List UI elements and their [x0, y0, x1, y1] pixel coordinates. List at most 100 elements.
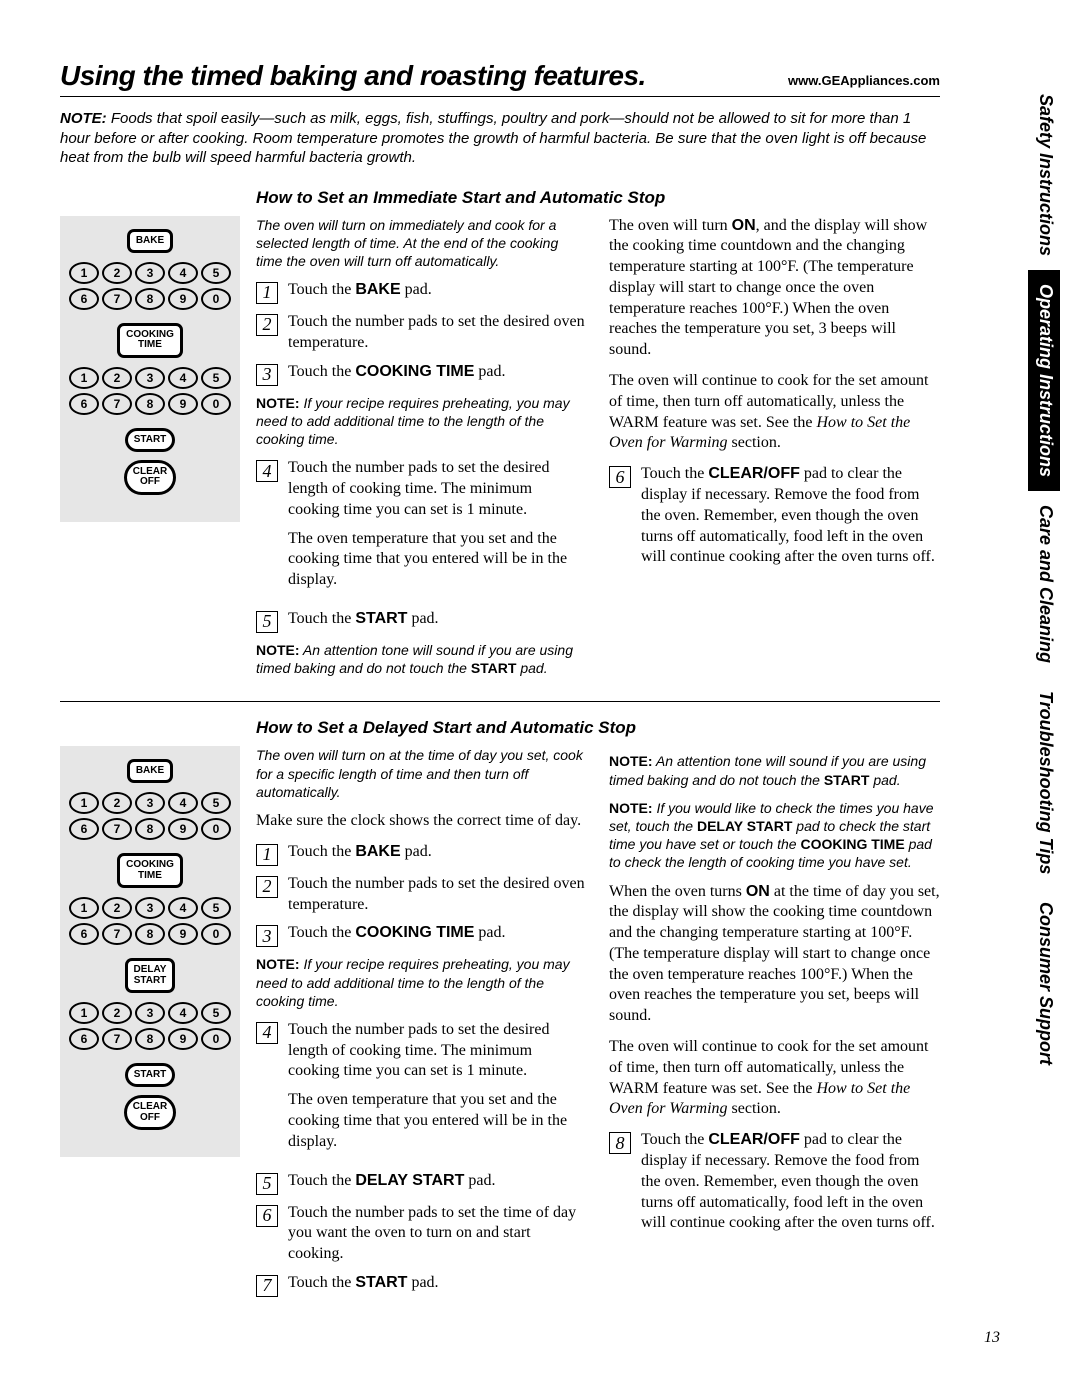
- section-intro: The oven will turn on at the time of day…: [256, 746, 587, 801]
- num-7-button: 7: [102, 288, 132, 310]
- num-1-button: 1: [69, 367, 99, 389]
- step-text: Touch the BAKE pad.: [288, 842, 587, 866]
- step-text: Touch the CLEAR/OFF pad to clear the dis…: [641, 464, 940, 568]
- num-button: 2: [102, 1002, 132, 1024]
- cooking-time-button: COOKING TIME: [118, 324, 182, 357]
- num-button: 6: [69, 818, 99, 840]
- step-number-icon: 1: [256, 844, 278, 866]
- note-text: Foods that spoil easily—such as milk, eg…: [60, 110, 926, 166]
- step-text: Touch the number pads to set the desired…: [288, 312, 587, 354]
- num-button: 8: [135, 1028, 165, 1050]
- step-number-icon: 3: [256, 364, 278, 386]
- step-text: Touch the number pads to set the desired…: [288, 458, 587, 601]
- top-note: NOTE: Foods that spoil easily—such as mi…: [60, 109, 940, 168]
- section-content: How to Set a Delayed Start and Automatic…: [256, 718, 940, 1305]
- num-button: 9: [168, 1028, 198, 1050]
- preheat-note: NOTE: If your recipe requires preheating…: [256, 955, 587, 1010]
- step-text: Touch the START pad.: [288, 1273, 587, 1297]
- bake-button: BAKE: [128, 760, 172, 782]
- right-column: NOTE: An attention tone will sound if yo…: [609, 746, 940, 1305]
- num-8-button: 8: [135, 393, 165, 415]
- step-number-icon: 8: [609, 1132, 631, 1154]
- tab-safety: Safety Instructions: [1028, 80, 1060, 270]
- num-4-button: 4: [168, 367, 198, 389]
- step-text: Touch the BAKE pad.: [288, 280, 587, 304]
- num-7-button: 7: [102, 393, 132, 415]
- page-header: Using the timed baking and roasting feat…: [60, 60, 940, 97]
- numpad-row: 1 2 3 4 5: [66, 262, 234, 284]
- step-number-icon: 5: [256, 1173, 278, 1195]
- step-number-icon: 6: [256, 1205, 278, 1227]
- num-button: 3: [135, 897, 165, 919]
- num-button: 8: [135, 818, 165, 840]
- num-1-button: 1: [69, 262, 99, 284]
- num-2-button: 2: [102, 262, 132, 284]
- start-button: START: [126, 429, 175, 451]
- num-button: 3: [135, 1002, 165, 1024]
- preheat-note: NOTE: If your recipe requires preheating…: [256, 394, 587, 449]
- num-5-button: 5: [201, 262, 231, 284]
- num-button: 7: [102, 923, 132, 945]
- num-button: 0: [201, 818, 231, 840]
- step-number-icon: 1: [256, 282, 278, 304]
- body-paragraph: When the oven turns ON at the time of da…: [609, 882, 940, 1028]
- note-label: NOTE:: [60, 110, 107, 127]
- num-3-button: 3: [135, 262, 165, 284]
- control-panel-diagram-2: BAKE 12345 67890 COOKING TIME 12345 6789…: [60, 746, 240, 1157]
- num-9-button: 9: [168, 393, 198, 415]
- num-button: 1: [69, 1002, 99, 1024]
- num-button: 1: [69, 792, 99, 814]
- num-0-button: 0: [201, 288, 231, 310]
- num-button: 5: [201, 897, 231, 919]
- num-button: 3: [135, 792, 165, 814]
- step-text: Touch the COOKING TIME pad.: [288, 362, 587, 386]
- body-paragraph: The oven will turn ON, and the display w…: [609, 216, 940, 362]
- num-button: 5: [201, 792, 231, 814]
- tab-troubleshooting: Troubleshooting Tips: [1028, 677, 1060, 888]
- step-text: Touch the number pads to set the desired…: [288, 1020, 587, 1163]
- tone-note: NOTE: An attention tone will sound if yo…: [256, 641, 587, 677]
- section-heading: How to Set an Immediate Start and Automa…: [256, 188, 940, 208]
- num-5-button: 5: [201, 367, 231, 389]
- delay-start-button: DELAY START: [126, 959, 175, 992]
- start-button: START: [126, 1064, 175, 1086]
- left-column: The oven will turn on at the time of day…: [256, 746, 587, 1305]
- step-number-icon: 5: [256, 611, 278, 633]
- num-button: 4: [168, 792, 198, 814]
- step-number-icon: 4: [256, 460, 278, 482]
- num-button: 4: [168, 1002, 198, 1024]
- control-panel-diagram-1: BAKE 1 2 3 4 5 6 7 8 9 0 COOKING TIME 12…: [60, 216, 240, 522]
- step-number-icon: 2: [256, 876, 278, 898]
- num-button: 8: [135, 923, 165, 945]
- numpad-row: 6 7 8 9 0: [66, 288, 234, 310]
- page-number: 13: [984, 1329, 1000, 1347]
- num-button: 9: [168, 818, 198, 840]
- num-button: 0: [201, 1028, 231, 1050]
- num-button: 9: [168, 923, 198, 945]
- step-text: Touch the START pad.: [288, 609, 587, 633]
- clear-off-button: CLEAR OFF: [125, 461, 175, 494]
- check-note: NOTE: If you would like to check the tim…: [609, 799, 940, 872]
- num-6-button: 6: [69, 393, 99, 415]
- page: Using the timed baking and roasting feat…: [0, 0, 1000, 1375]
- step-extra: The oven temperature that you set and th…: [288, 529, 587, 591]
- num-0-button: 0: [201, 393, 231, 415]
- right-column: The oven will turn ON, and the display w…: [609, 216, 940, 688]
- num-button: 6: [69, 1028, 99, 1050]
- step-extra: The oven temperature that you set and th…: [288, 1090, 587, 1152]
- num-button: 2: [102, 792, 132, 814]
- section-delayed-start: BAKE 12345 67890 COOKING TIME 12345 6789…: [60, 718, 940, 1319]
- tab-consumer: Consumer Support: [1028, 888, 1060, 1079]
- left-column: The oven will turn on immediately and co…: [256, 216, 587, 688]
- side-tab-bar: Safety Instructions Operating Instructio…: [1028, 80, 1060, 1280]
- step-text: Touch the COOKING TIME pad.: [288, 923, 587, 947]
- num-3-button: 3: [135, 367, 165, 389]
- body-paragraph: The oven will continue to cook for the s…: [609, 1037, 940, 1120]
- num-9-button: 9: [168, 288, 198, 310]
- body-paragraph: The oven will continue to cook for the s…: [609, 371, 940, 454]
- section-immediate-start: BAKE 1 2 3 4 5 6 7 8 9 0 COOKING TIME 12…: [60, 188, 940, 703]
- num-button: 7: [102, 1028, 132, 1050]
- num-button: 7: [102, 818, 132, 840]
- tab-operating: Operating Instructions: [1028, 270, 1060, 491]
- step-number-icon: 3: [256, 925, 278, 947]
